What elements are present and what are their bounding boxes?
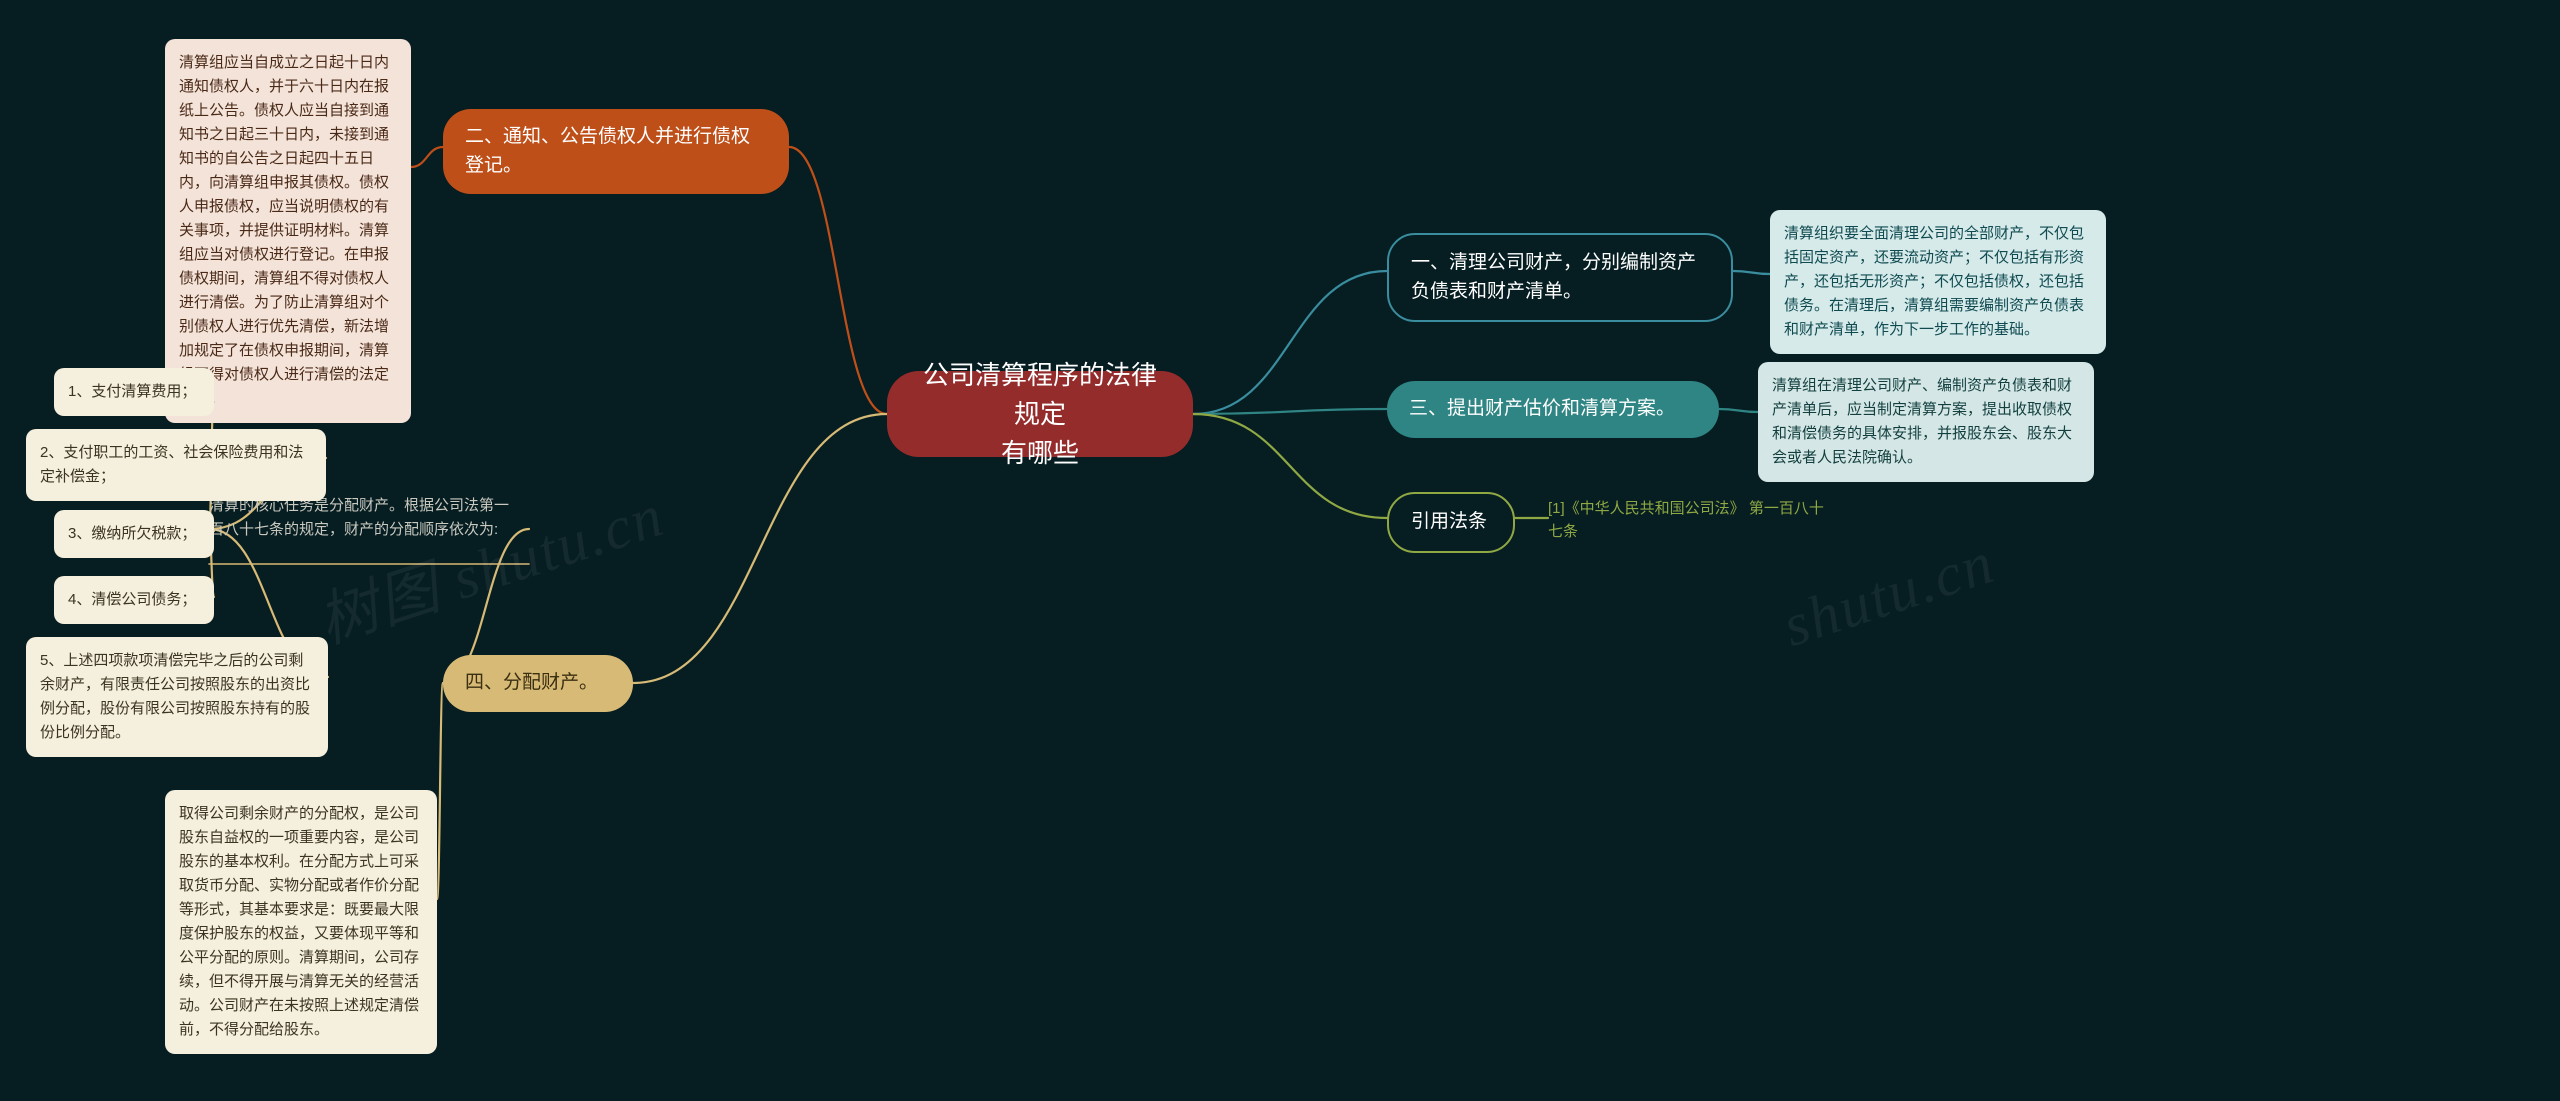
branch-b4: 四、分配财产。 — [443, 655, 633, 712]
leaf-b3l1: 清算组在清理公司财产、编制资产负债表和财产清单后，应当制定清算方案，提出收取债权… — [1758, 362, 2094, 482]
leaf-b4c1b: 2、支付职工的工资、社会保险费用和法定补偿金； — [26, 429, 326, 501]
leaf-b4c1e: 5、上述四项款项清偿完毕之后的公司剩余财产，有限责任公司按照股东的出资比例分配，… — [26, 637, 328, 757]
leaf-b5l1: [1]《中华人民共和国公司法》 第一百八十七条 — [1548, 498, 1828, 543]
branch-b2: 二、通知、公告债权人并进行债权 登记。 — [443, 109, 789, 194]
leaf-b4c1d: 4、清偿公司债务； — [54, 576, 214, 624]
inter-b4c1: 清算的核心任务是分配财产。根据公司法第一 百八十七条的规定，财产的分配顺序依次为… — [209, 494, 529, 542]
leaf-b4c2: 取得公司剩余财产的分配权，是公司股东自益权的一项重要内容，是公司股东的基本权利。… — [165, 790, 437, 1054]
branch-b3: 三、提出财产估价和清算方案。 — [1387, 381, 1719, 438]
branch-b1: 一、清理公司财产，分别编制资产 负债表和财产清单。 — [1387, 233, 1733, 322]
watermark: shutu.cn — [1775, 528, 2003, 661]
leaf-b1l1: 清算组织要全面清理公司的全部财产，不仅包括固定资产，还要流动资产；不仅包括有形资… — [1770, 210, 2106, 354]
leaf-b4c1c: 3、缴纳所欠税款； — [54, 510, 214, 558]
root-node: 公司清算程序的法律规定 有哪些 — [887, 371, 1193, 457]
leaf-b2l1: 清算组应当自成立之日起十日内通知债权人，并于六十日内在报纸上公告。债权人应当自接… — [165, 39, 411, 423]
branch-b5: 引用法条 — [1387, 492, 1515, 553]
leaf-b4c1a: 1、支付清算费用； — [54, 368, 214, 416]
